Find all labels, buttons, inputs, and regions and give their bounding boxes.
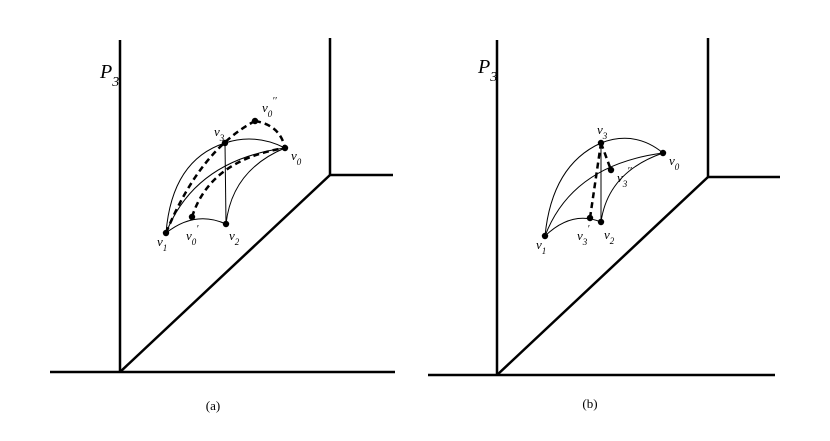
label: v3 ′′ xyxy=(617,166,632,189)
vertex xyxy=(597,218,605,226)
label-sub: 3 xyxy=(489,70,497,85)
label: v0 ′′ xyxy=(262,96,277,119)
simplex-b xyxy=(544,137,664,237)
vertex xyxy=(188,213,196,221)
axes-a xyxy=(50,38,395,374)
label: v0 xyxy=(291,148,302,167)
label-base: v xyxy=(262,100,268,115)
simplex-a xyxy=(164,119,287,234)
label-base: P xyxy=(477,56,490,78)
label: v2 xyxy=(229,228,240,247)
label-base: v xyxy=(604,227,610,242)
caption: (b) xyxy=(582,396,597,411)
label-sub: 0 xyxy=(675,162,680,172)
label-sup: ′′ xyxy=(627,166,632,177)
vertex xyxy=(281,144,289,152)
label-sub: 3 xyxy=(602,131,608,141)
label: v3 ′ xyxy=(577,224,590,247)
label: v3 xyxy=(214,124,225,143)
label-sub: 3 xyxy=(622,179,628,189)
label-sub: 2 xyxy=(235,237,240,247)
vertex xyxy=(659,149,667,157)
label: v3 xyxy=(597,122,608,141)
label: v0 ′ xyxy=(186,224,199,247)
vertex xyxy=(162,229,170,237)
label-base: v xyxy=(291,148,297,163)
label-sub: 0 xyxy=(297,157,302,167)
caption: (a) xyxy=(206,398,220,413)
vertex xyxy=(586,214,594,222)
axes-b xyxy=(428,38,780,377)
label: v2 xyxy=(604,227,615,246)
label-base: v xyxy=(669,153,675,168)
vertex xyxy=(221,139,229,147)
label-sup: ′ xyxy=(196,224,199,235)
vertex xyxy=(222,220,230,228)
label-base: v xyxy=(597,122,603,137)
label-sub: 0 xyxy=(268,109,273,119)
label-base: P xyxy=(99,61,112,83)
label-base: v xyxy=(577,228,583,243)
vertex xyxy=(597,139,605,147)
label-sub: 2 xyxy=(610,236,615,246)
label-sub: 1 xyxy=(163,243,168,253)
label-base: v xyxy=(229,228,235,243)
label: P3 xyxy=(477,56,497,85)
label-sub: 1 xyxy=(542,246,547,256)
label: v1 xyxy=(157,234,167,253)
vertex xyxy=(607,166,615,174)
label-sub: 3 xyxy=(219,133,225,143)
label: v0 xyxy=(669,153,680,172)
label-base: v xyxy=(536,237,542,252)
label-sub: 3 xyxy=(582,237,588,247)
label-sup: ′′ xyxy=(272,96,277,107)
label: v1 xyxy=(536,237,546,256)
label-base: v xyxy=(157,234,163,249)
label-base: v xyxy=(214,124,220,139)
label-base: v xyxy=(617,170,623,185)
label-sub: 3 xyxy=(111,75,119,90)
label-sup: ′ xyxy=(587,224,590,235)
vertex xyxy=(251,117,259,125)
vertex xyxy=(541,232,549,240)
label: P3 xyxy=(99,61,119,90)
label-sub: 0 xyxy=(192,237,197,247)
label-base: v xyxy=(186,228,192,243)
